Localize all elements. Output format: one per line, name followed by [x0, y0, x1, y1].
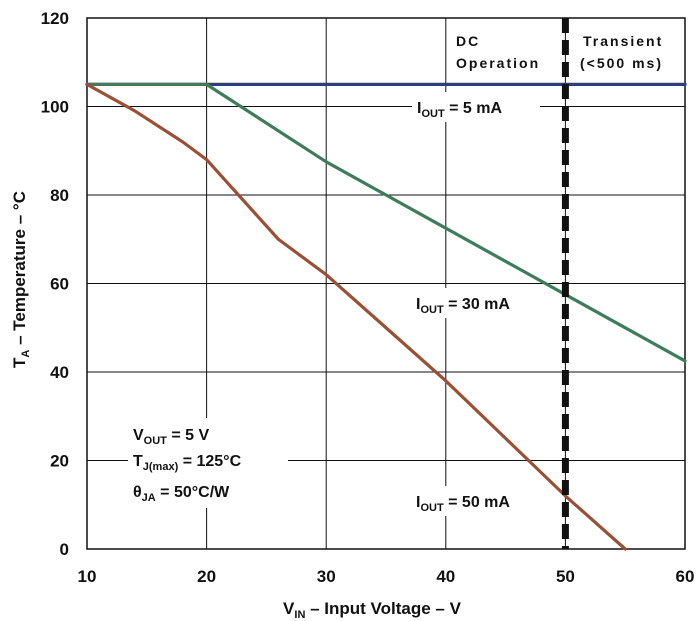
x-tick-label: 60 — [676, 567, 695, 586]
y-tick-label: 80 — [50, 186, 69, 205]
x-tick-label: 30 — [317, 567, 336, 586]
x-tick-label: 50 — [556, 567, 575, 586]
x-axis-title: VIN – Input Voltage – V — [283, 599, 462, 621]
y-tick-label: 40 — [50, 363, 69, 382]
y-tick-label: 20 — [50, 452, 69, 471]
region-label-operation: Operation — [456, 55, 540, 71]
label-background — [411, 288, 544, 318]
label-background — [576, 28, 681, 74]
condition-label-2: TJ(max) = 125°C — [133, 453, 242, 473]
y-tick-label: 60 — [50, 275, 69, 294]
plot-frame — [86, 17, 686, 550]
series-label-2: IOUT = 30 mA — [416, 296, 510, 316]
label-background — [451, 28, 555, 74]
x-tick-label: 40 — [436, 567, 455, 586]
x-tick-label: 20 — [197, 567, 216, 586]
y-tick-label: 120 — [41, 9, 69, 28]
region-label-dc: DC — [456, 33, 480, 49]
region-label-duration: (<500 ms) — [580, 55, 663, 71]
series-label-1: IOUT = 5 mA — [417, 100, 502, 120]
y-axis-title: TA – Temperature – °C — [10, 191, 32, 368]
label-background — [412, 92, 540, 122]
y-tick-label: 0 — [60, 540, 69, 559]
series-line-3 — [85, 82, 627, 551]
label-background — [128, 418, 288, 508]
series-line-2 — [85, 82, 687, 363]
region-label-transient: Transient — [583, 33, 663, 49]
condition-label-3: θJA = 50°C/W — [133, 484, 230, 504]
y-tick-label: 100 — [41, 98, 69, 117]
condition-label-1: VOUT = 5 V — [133, 427, 209, 447]
x-tick-label: 10 — [78, 567, 97, 586]
label-background — [411, 486, 544, 516]
series-label-3: IOUT = 50 mA — [416, 494, 510, 514]
